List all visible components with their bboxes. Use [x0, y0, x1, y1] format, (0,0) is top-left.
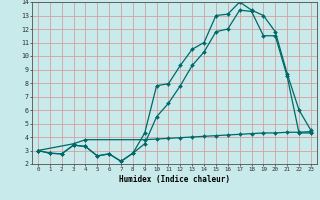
- X-axis label: Humidex (Indice chaleur): Humidex (Indice chaleur): [119, 175, 230, 184]
